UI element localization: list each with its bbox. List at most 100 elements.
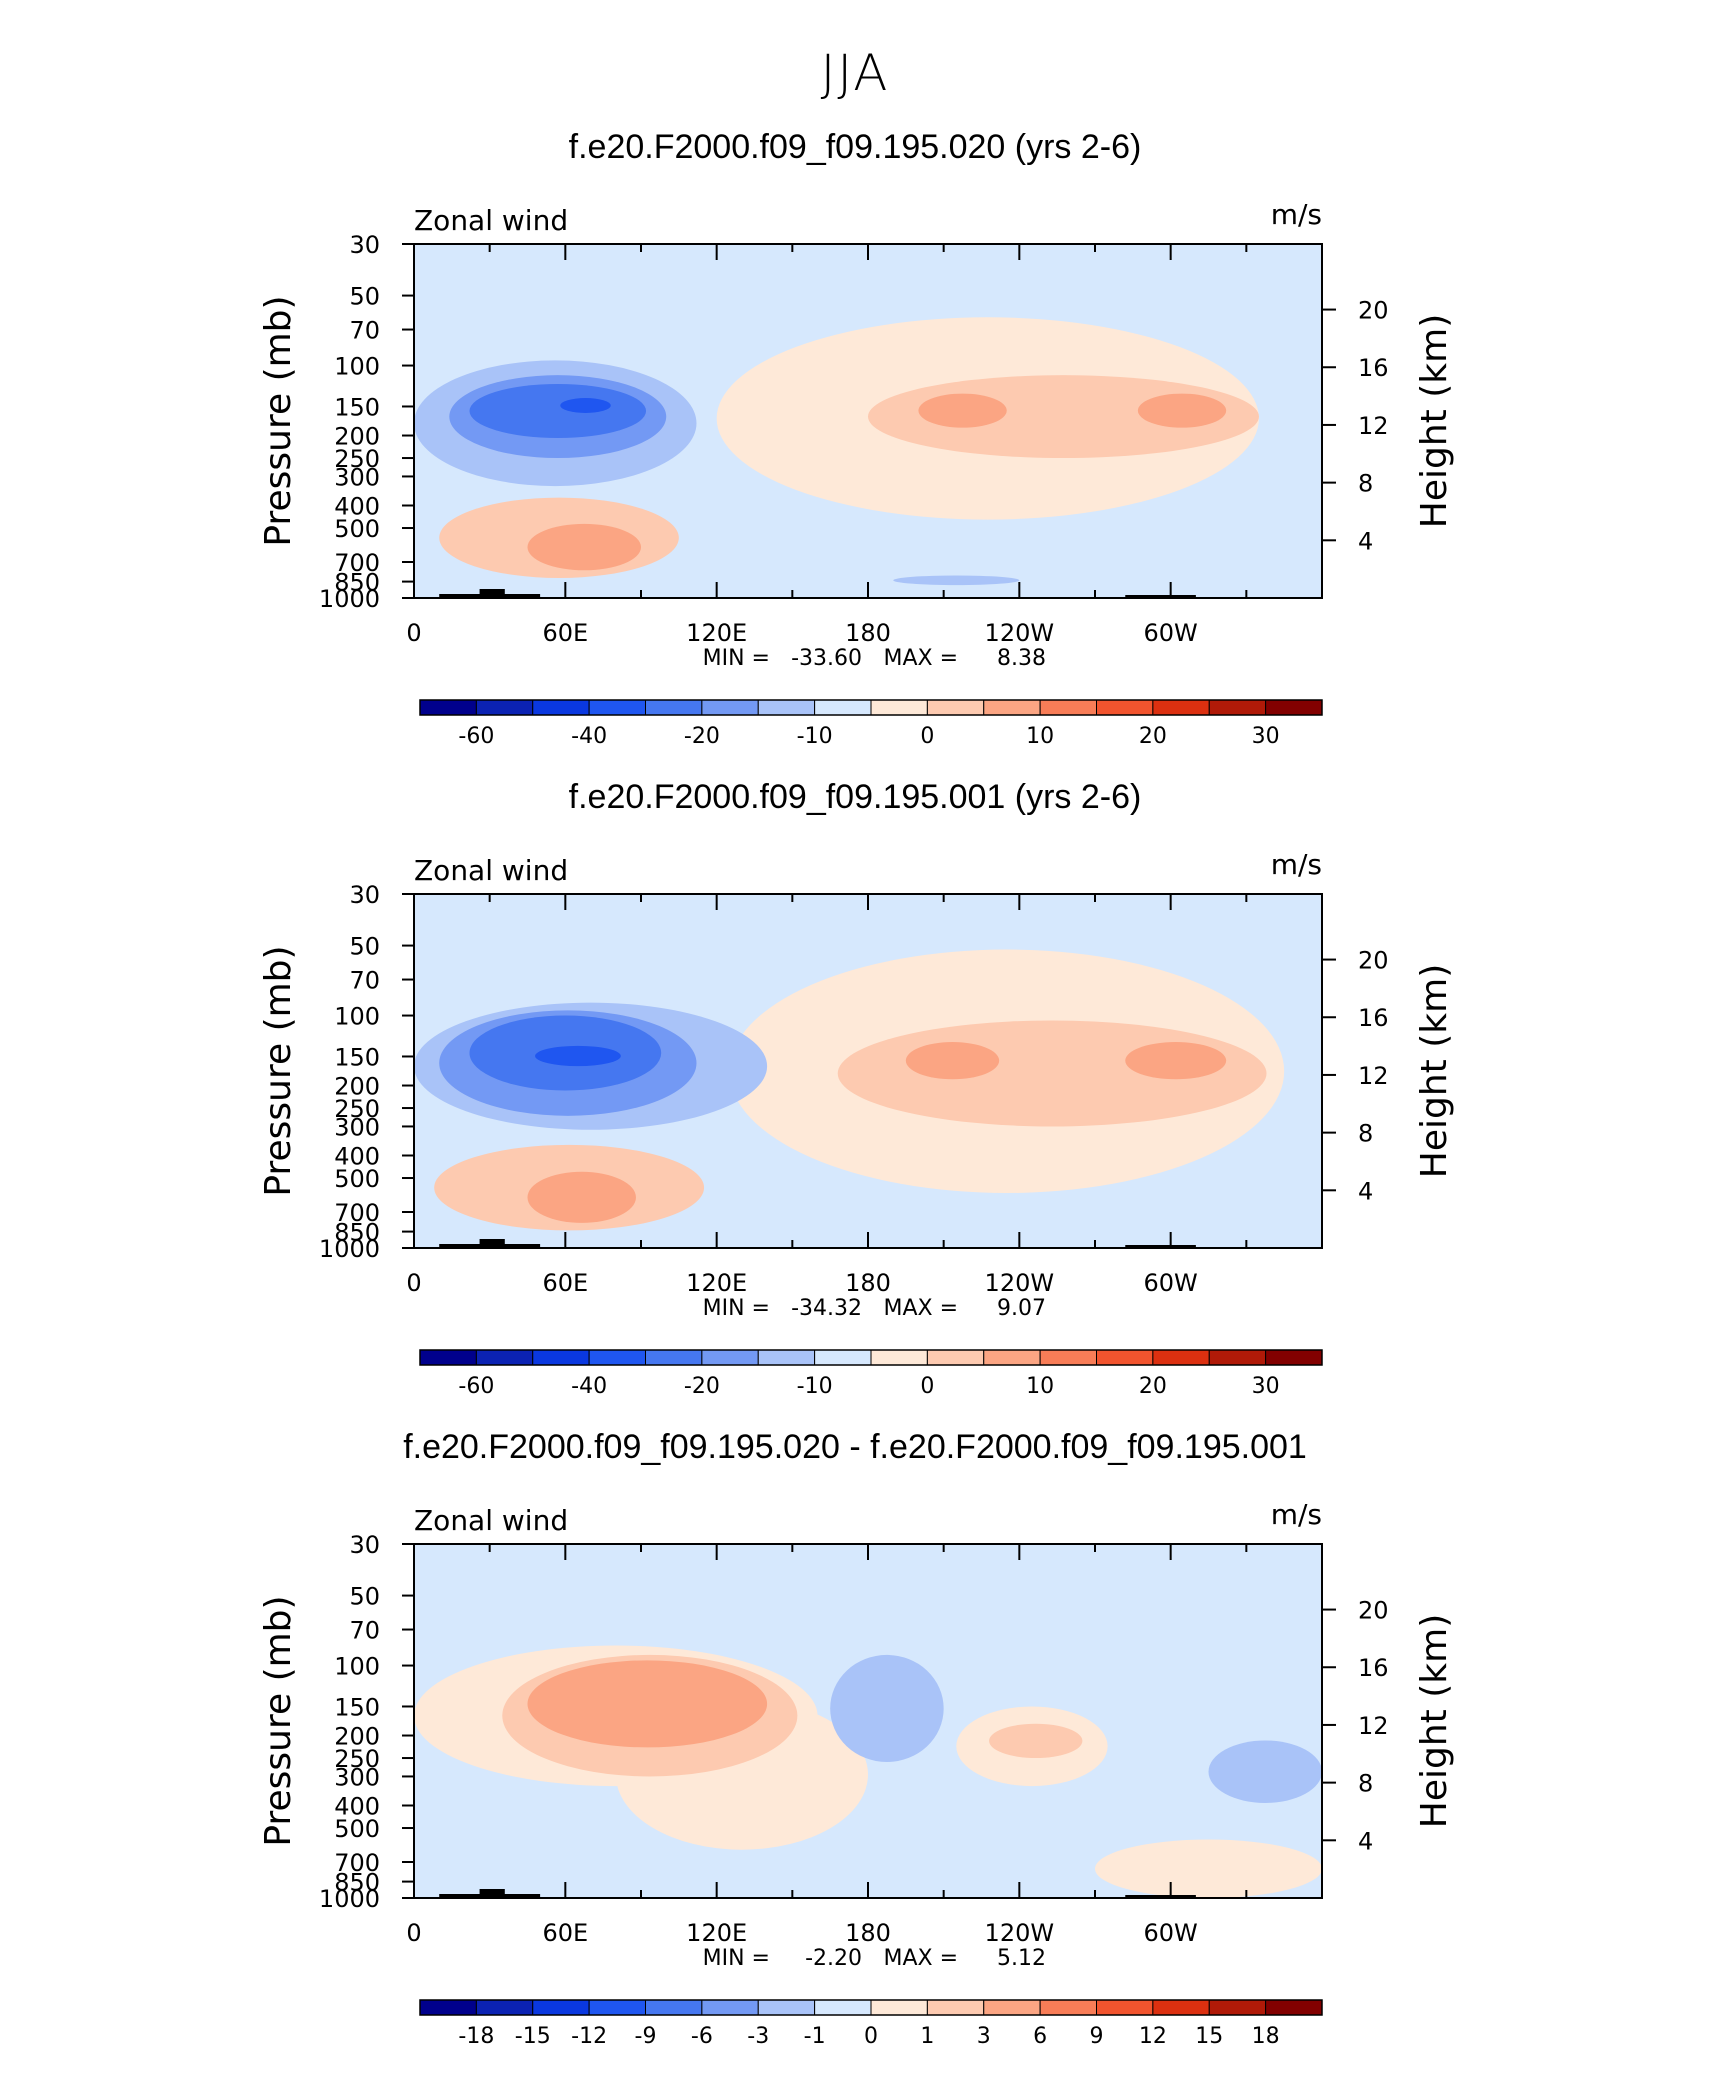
y-tick-label: 700 [334,549,380,577]
colorbar-segment [532,1349,590,1366]
colorbar-segment [814,1999,872,2016]
topography-block [1125,1895,1196,1898]
contour-panel-1: f.e20.F2000.f09_f09.195.020 (yrs 2-6) 0 6… [0,128,1710,778]
colorbar-label: -20 [684,724,720,749]
colorbar-segment [1265,1999,1323,2016]
colorbar-segment [1208,1999,1267,2016]
y-right-tick-label: 8 [1358,1770,1373,1798]
colorbar-segment [983,699,1041,716]
y-right-axis-label: Height (km) [1414,314,1455,528]
x-tick-label: 60W [1144,619,1198,647]
y-tick-label: 400 [334,1142,380,1170]
y-tick-label: 850 [334,1869,380,1897]
colorbar-segment [1152,1999,1210,2016]
y-tick-label: 50 [349,283,380,311]
min-value: -2.20 [805,1946,862,1971]
colorbar-frame [419,1349,1323,1366]
colorbar-label: 15 [1195,2024,1223,2049]
colorbar-segment [588,1999,646,2016]
colorbar-segment [588,1349,646,1366]
colorbar-label: 18 [1252,2024,1280,2049]
y-axis-label: Pressure (mb) [258,295,299,546]
colorbar-label: 20 [1139,724,1167,749]
y-tick-label: 850 [334,1219,380,1247]
left-label: Zonal wind [414,204,568,237]
y-tick-label: 500 [334,515,380,543]
y-tick-label: 1000 [319,1235,380,1263]
colorbar-label: 10 [1026,724,1054,749]
topography-block [1125,1245,1196,1248]
max-label: MAX = [883,1946,958,1971]
colorbar-segment [814,699,872,716]
y-right-tick-label: 20 [1358,947,1389,975]
panel-title: f.e20.F2000.f09_f09.195.020 (yrs 2-6) [568,128,1142,166]
x-tick-label: 120E [686,1919,747,1947]
colorbar-segment [1096,1999,1154,2016]
contour-region [527,1171,636,1223]
x-tick-label: 120E [686,1269,747,1297]
y-tick-label: 100 [334,353,380,381]
x-tick-label: 120E [686,619,747,647]
y-tick-label: 150 [334,1693,380,1721]
y-tick-label: 250 [334,1745,380,1773]
x-tick-label: 120W [985,619,1055,647]
y-tick-label: 400 [334,492,380,520]
colorbar-segment [757,699,816,716]
colorbar-segment [926,699,985,716]
contour-region [560,398,611,413]
panel-title: f.e20.F2000.f09_f09.195.020 - f.e20.F200… [403,1428,1307,1466]
y-tick-label: 400 [334,1792,380,1820]
y-axis-label: Pressure (mb) [258,1595,299,1846]
colorbar-label: -12 [571,2024,607,2049]
contour-region [830,1654,944,1763]
colorbar-segment [1096,699,1154,716]
y-right-tick-label: 12 [1358,1062,1389,1090]
colorbar-segment [870,1349,928,1366]
colorbar-label: 30 [1252,1374,1280,1399]
colorbar-segment [419,699,477,716]
min-label: MIN = [703,1946,770,1971]
colorbar-segment [701,1349,759,1366]
colorbar-label: 1 [920,2024,934,2049]
y-right-tick-label: 20 [1358,297,1389,325]
x-tick-label: 60W [1144,1919,1198,1947]
x-tick-label: 180 [845,619,891,647]
topography-block [479,1889,505,1898]
right-label: m/s [1271,1498,1322,1531]
y-tick-label: 30 [349,1531,380,1559]
y-tick-label: 1000 [319,585,380,613]
colorbar-segment [701,1999,759,2016]
colorbar-segment [701,699,759,716]
x-tick-label: 0 [406,1269,421,1297]
contour-panel-3: f.e20.F2000.f09_f09.195.020 - f.e20.F200… [0,1428,1710,2078]
y-tick-label: 250 [334,445,380,473]
colorbar-label: 0 [920,724,934,749]
y-tick-label: 300 [334,463,380,491]
colorbar-label: -60 [458,724,494,749]
y-tick-label: 500 [334,1165,380,1193]
y-tick-label: 300 [334,1113,380,1141]
left-label: Zonal wind [414,1504,568,1537]
colorbar-segment [1039,1999,1097,2016]
y-tick-label: 200 [334,1723,380,1751]
contour-fill-group [414,1645,1322,1898]
contour-region [469,383,647,439]
colorbar-label: 0 [864,2024,878,2049]
colorbar-segment [475,1999,534,2016]
colorbar-segment [870,699,928,716]
colorbar-segment [1265,699,1323,716]
y-tick-label: 70 [349,1617,380,1645]
colorbar-segment [983,1349,1041,1366]
colorbar-label: -20 [684,1374,720,1399]
x-tick-label: 180 [845,1269,891,1297]
max-label: MAX = [883,646,958,671]
y-right-tick-label: 4 [1358,1177,1373,1205]
contour-region [989,1723,1083,1759]
colorbar-segment [1039,699,1097,716]
colorbar-segment [1152,1349,1210,1366]
y-tick-label: 70 [349,967,380,995]
colorbar-segment [1039,1349,1097,1366]
y-right-tick-label: 4 [1358,1827,1373,1855]
y-right-tick-label: 8 [1358,1120,1373,1148]
colorbar-label: -60 [458,1374,494,1399]
